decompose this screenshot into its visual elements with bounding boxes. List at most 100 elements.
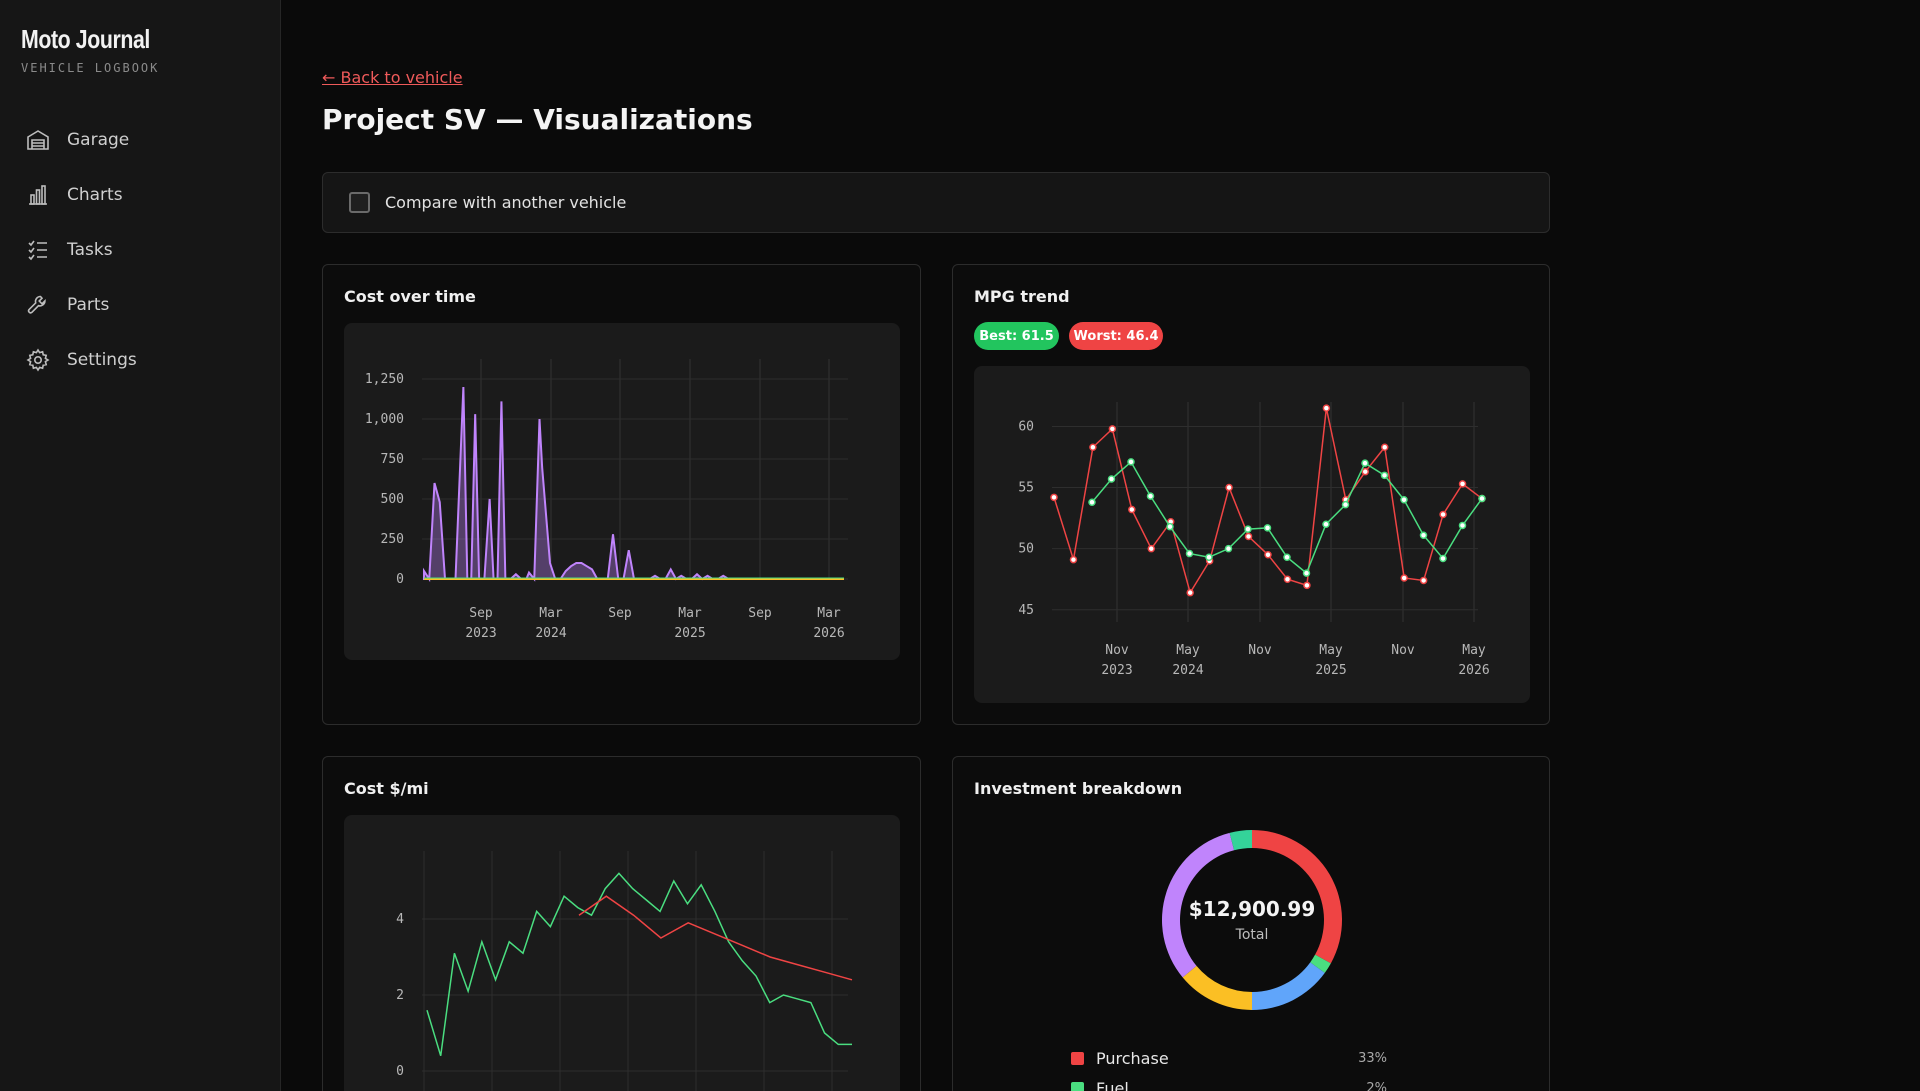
mpg-data-point <box>1361 459 1369 467</box>
mpg-data-point <box>1225 483 1233 492</box>
compare-label[interactable]: Compare with another vehicle <box>385 193 627 212</box>
sidebar-item-garage[interactable]: Garage <box>0 112 281 167</box>
mpg-data-point <box>1302 569 1311 577</box>
cost-per-mile-series-line <box>426 872 852 1057</box>
mpg-data-point <box>1069 555 1078 564</box>
legend-swatch <box>1071 1051 1084 1065</box>
sidebar-item-settings[interactable]: Settings <box>0 332 281 387</box>
card-title: Cost over time <box>344 287 476 306</box>
mpg-data-point <box>1244 525 1252 533</box>
y-tick-label: 750 <box>381 452 404 467</box>
mpg-data-point <box>1419 531 1428 539</box>
investment-donut <box>1162 830 1342 1010</box>
card-title: Cost $/mi <box>344 779 429 798</box>
sidebar-item-tasks[interactable]: Tasks <box>0 222 281 277</box>
sidebar-item-charts[interactable]: Charts <box>0 167 281 222</box>
mpg-data-point <box>1419 576 1428 585</box>
mpg-data-point <box>1380 443 1389 451</box>
y-tick-label: 0 <box>396 572 404 587</box>
cost-per-mile-card: Cost $/mi 0 2 4 <box>322 756 921 1091</box>
donut-slice <box>1182 965 1252 1010</box>
x-tick-label: 2026 <box>813 626 844 641</box>
x-tick-label: 2026 <box>1458 663 1489 678</box>
mpg-data-point <box>1088 498 1096 506</box>
mpg-data-point <box>1478 494 1486 503</box>
mpg-data-point <box>1205 553 1213 561</box>
x-tick-label: 2023 <box>465 626 496 641</box>
mpg-data-point <box>1439 554 1447 563</box>
sidebar-item-label: Charts <box>67 184 123 205</box>
brand: Moto Journal VEHICLE LOGBOOK <box>21 24 178 75</box>
legend-percent: 33% <box>1358 1050 1387 1066</box>
y-tick-label: 55 <box>1018 481 1034 496</box>
legend-item: Purchase 33% <box>1071 1047 1387 1069</box>
legend-percent: 2% <box>1366 1080 1387 1091</box>
brand-subtitle: VEHICLE LOGBOOK <box>21 61 160 75</box>
mpg-data-point <box>1458 521 1467 530</box>
x-tick-label: 2025 <box>1315 663 1346 678</box>
best-mpg-badge: Best: 61.5 <box>974 322 1059 350</box>
x-tick-label: Nov <box>1248 643 1272 658</box>
x-tick-label: May <box>1462 643 1486 658</box>
mpg-data-point <box>1224 544 1233 553</box>
mpg-data-point <box>1128 505 1136 514</box>
donut-total: $12,900.99 <box>1188 897 1316 921</box>
cost-area-series <box>423 386 844 583</box>
card-title: MPG trend <box>974 287 1070 306</box>
mpg-data-point <box>1147 544 1156 553</box>
mpg-data-point <box>1146 492 1155 500</box>
legend-item: Fuel 2% <box>1071 1077 1387 1091</box>
y-tick-label: 2 <box>396 988 404 1003</box>
compare-checkbox[interactable] <box>349 192 370 213</box>
x-tick-label: May <box>1319 643 1343 658</box>
legend-name: Fuel <box>1096 1078 1129 1091</box>
mpg-data-point <box>1185 549 1194 558</box>
mpg-data-point <box>1322 404 1331 412</box>
cost-over-time-chart: 0 250 500 750 1,000 1,250 Sep 2023 Mar 2024 Sep Mar… <box>344 323 900 660</box>
mpg-data-point <box>1303 581 1311 590</box>
brand-title: Moto Journal <box>21 24 150 54</box>
legend-swatch <box>1071 1081 1084 1091</box>
x-tick-label: Nov <box>1391 643 1415 658</box>
x-tick-label: Nov <box>1105 643 1129 658</box>
mpg-data-point <box>1322 520 1330 528</box>
mpg-data-point <box>1186 588 1194 597</box>
y-tick-label: 60 <box>1018 419 1034 434</box>
mpg-data-point <box>1264 551 1272 559</box>
x-tick-label: Mar <box>817 606 841 621</box>
mpg-data-point <box>1263 524 1272 532</box>
y-tick-label: 250 <box>381 532 404 547</box>
x-tick-label: Sep <box>469 606 493 621</box>
sidebar: Moto Journal VEHICLE LOGBOOK Garage Char… <box>0 0 281 1091</box>
mpg-data-point <box>1244 532 1253 541</box>
gear-icon <box>26 347 67 372</box>
sidebar-nav: Garage Charts Tasks Parts Settings <box>0 112 281 387</box>
mpg-data-point <box>1283 553 1291 561</box>
bar-chart-icon <box>26 183 67 207</box>
mpg-trend-chart: 45 50 55 60 Nov 2023 May 2024 Nov May 2025 Nov May 20… <box>974 366 1530 703</box>
x-tick-label: 2025 <box>674 626 705 641</box>
sidebar-item-parts[interactable]: Parts <box>0 277 281 332</box>
card-title: Investment breakdown <box>974 779 1183 798</box>
back-to-vehicle-link[interactable]: ← Back to vehicle <box>322 68 463 87</box>
x-tick-label: Sep <box>608 606 632 621</box>
x-tick-label: 2024 <box>1172 663 1203 678</box>
x-tick-label: Mar <box>678 606 702 621</box>
mpg-data-point <box>1439 510 1447 519</box>
donut-total-label: Total <box>1235 927 1269 943</box>
sidebar-item-label: Parts <box>67 294 110 315</box>
y-tick-label: 50 <box>1018 542 1034 557</box>
sidebar-item-label: Garage <box>67 129 130 150</box>
donut-slice <box>1252 962 1325 1010</box>
y-tick-label: 0 <box>396 1064 404 1079</box>
legend-name: Purchase <box>1096 1048 1169 1068</box>
cost-over-time-svg: 0 250 500 750 1,000 1,250 Sep 2023 Mar 2024 Sep Mar… <box>365 359 848 641</box>
compare-bar: Compare with another vehicle <box>322 172 1550 233</box>
cost-per-mile-series-line <box>578 895 853 981</box>
x-tick-label: 2024 <box>535 626 566 641</box>
cost-per-mile-chart: 0 2 4 <box>344 815 900 1091</box>
x-tick-label: 2023 <box>1101 663 1132 678</box>
mpg-data-point <box>1341 500 1350 509</box>
mpg-data-point <box>1380 471 1389 480</box>
donut-slice <box>1162 832 1235 978</box>
